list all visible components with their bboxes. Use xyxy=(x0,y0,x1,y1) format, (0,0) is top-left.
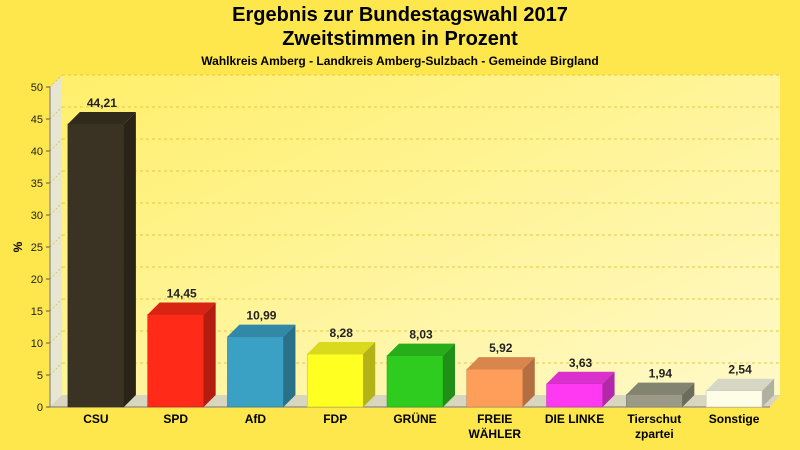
bar xyxy=(705,390,763,408)
bar-side xyxy=(762,378,775,407)
category-label: FREIE xyxy=(477,412,512,426)
bar xyxy=(147,314,204,408)
category-label: DIE LINKE xyxy=(545,412,604,426)
y-tick-label: 20 xyxy=(31,274,43,286)
chart-title: Ergebnis zur Bundestagswahl 2017 xyxy=(232,4,568,26)
category-label: CSU xyxy=(83,412,108,426)
category-label: zpartei xyxy=(635,427,674,441)
bar-top xyxy=(307,342,376,355)
bar-side xyxy=(443,343,455,407)
gridline-side xyxy=(49,234,63,248)
gridline-side xyxy=(49,138,63,152)
y-tick-label: 25 xyxy=(31,242,43,254)
bar-top xyxy=(706,378,775,391)
data-label: 2,54 xyxy=(728,363,752,377)
bar-top xyxy=(626,382,695,395)
gridline-side xyxy=(49,362,63,376)
data-label: 3,63 xyxy=(569,356,593,370)
y-axis-label: % xyxy=(11,241,25,252)
data-label: 14,45 xyxy=(167,287,197,301)
data-label: 44,21 xyxy=(87,96,117,110)
bar-side xyxy=(123,112,136,407)
category-label: WÄHLER xyxy=(468,426,521,441)
category-label: Sonstige xyxy=(709,412,760,426)
gridline-side xyxy=(49,202,63,216)
bar-top xyxy=(227,324,296,337)
gridline-side xyxy=(49,74,63,88)
bar xyxy=(466,368,524,408)
data-label: 8,03 xyxy=(409,328,433,342)
y-tick-label: 15 xyxy=(31,306,43,318)
gridline-side xyxy=(49,330,63,344)
y-tick-label: 35 xyxy=(31,178,43,190)
data-label: 5,92 xyxy=(489,341,513,355)
category-label: GRÜNE xyxy=(393,411,436,426)
bar-top xyxy=(67,112,136,125)
category-label: SPD xyxy=(163,412,188,426)
bar-side xyxy=(363,342,376,407)
bar xyxy=(67,123,125,408)
y-tick-label: 50 xyxy=(31,82,43,94)
y-tick-label: 5 xyxy=(37,370,43,382)
gridline-side xyxy=(49,106,63,120)
data-label: 8,28 xyxy=(330,326,354,340)
bar-side xyxy=(522,357,535,407)
bar-top xyxy=(147,302,216,315)
bar xyxy=(546,383,603,408)
gridline-side xyxy=(49,298,63,312)
y-tick-label: 10 xyxy=(31,338,43,350)
bar-side xyxy=(203,302,216,407)
category-label: Tierschut xyxy=(627,412,681,426)
chart-subtitle: Zweitstimmen in Prozent xyxy=(282,28,518,50)
data-label: 1,94 xyxy=(649,367,673,381)
bar-top xyxy=(546,371,615,384)
bar xyxy=(626,394,683,408)
bar-side xyxy=(283,324,296,407)
data-label: 10,99 xyxy=(246,309,276,323)
y-tick-label: 45 xyxy=(31,114,43,126)
category-label: AfD xyxy=(245,412,267,426)
bar-top xyxy=(466,357,535,370)
bar-side xyxy=(682,382,695,407)
y-tick-label: 0 xyxy=(37,402,43,414)
gridline-side xyxy=(49,170,63,184)
gridline-side xyxy=(49,266,63,280)
chart-subtitle-location: Wahlkreis Amberg - Landkreis Amberg-Sulz… xyxy=(201,54,599,68)
bar xyxy=(227,336,284,408)
y-tick-label: 40 xyxy=(31,146,43,158)
category-label: FDP xyxy=(323,412,347,426)
y-tick-label: 30 xyxy=(31,210,43,222)
bar-side xyxy=(602,371,615,407)
bar xyxy=(386,355,444,408)
bar-top xyxy=(387,343,455,356)
bar xyxy=(306,353,364,408)
